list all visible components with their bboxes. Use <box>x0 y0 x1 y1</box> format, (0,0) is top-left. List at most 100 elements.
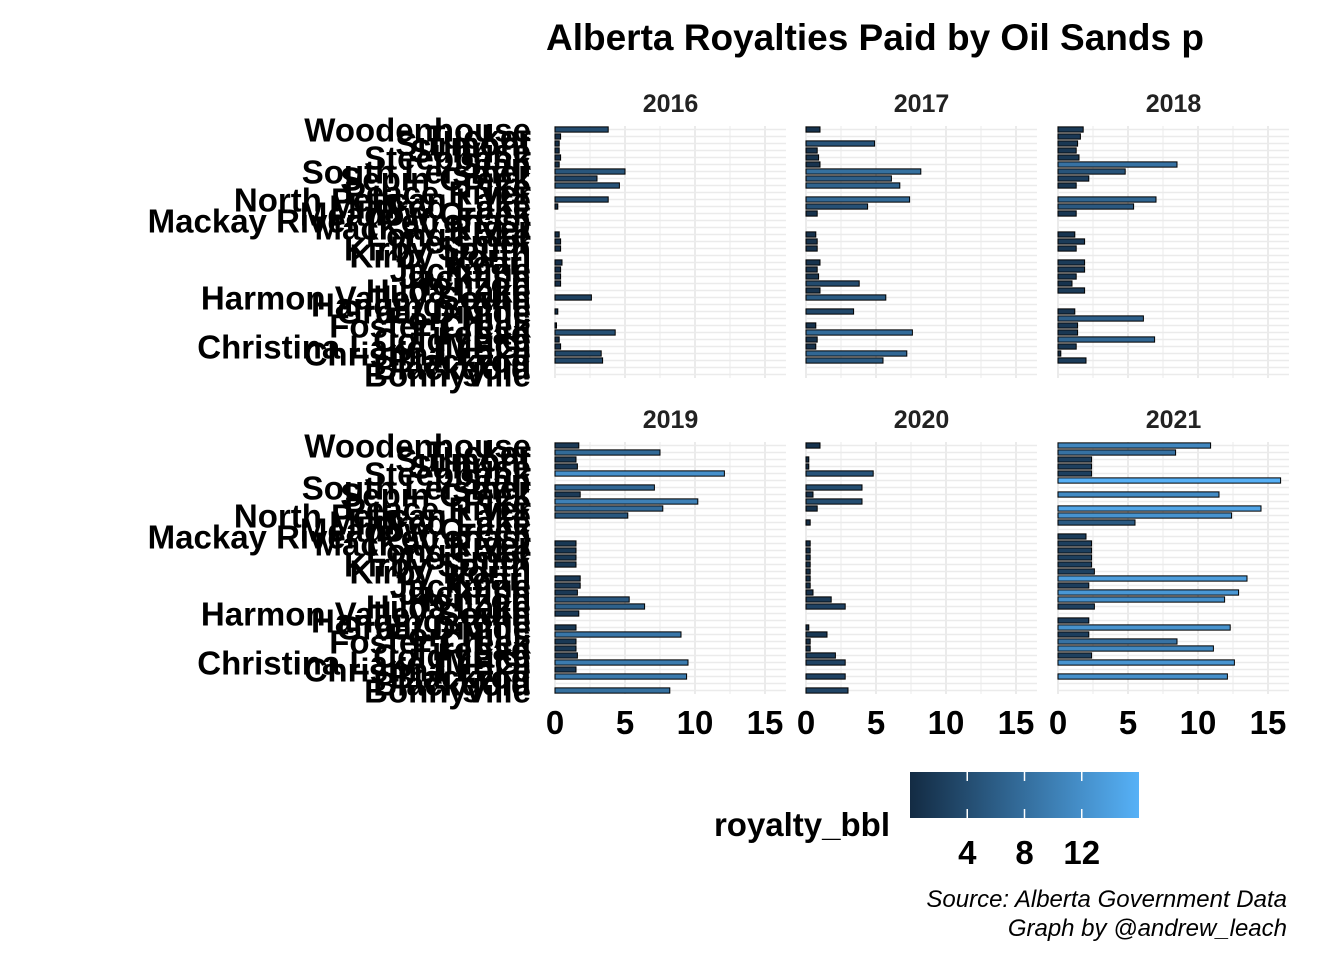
bar-woodenhouse <box>805 126 821 133</box>
y-tick-label: Hilda Lake <box>366 589 531 626</box>
y-tick-label: Peace River <box>344 491 531 528</box>
bar-great-divide <box>805 308 855 315</box>
y-tick-label: Meadow Creek <box>300 196 532 233</box>
bar-great-divide <box>1057 308 1076 315</box>
bar-south-leismer <box>554 484 655 491</box>
bar-pike <box>805 182 901 189</box>
y-tick-label: North Pelican Lake <box>234 182 531 219</box>
bar-leismer <box>805 238 818 245</box>
y-tick-label: Sunrise <box>410 449 531 486</box>
bar-pike <box>554 182 620 189</box>
y-tick-label: Foster Creek <box>329 308 531 345</box>
bar-sunrise <box>805 463 810 470</box>
y-tick-label: Tucker <box>425 119 531 156</box>
bar-foster-creek <box>1057 322 1079 329</box>
bar-cold-lake <box>554 336 560 343</box>
y-tick-label: Woodenhouse <box>304 112 531 149</box>
y-tick-label: Christina Lake (MEG) <box>197 329 531 366</box>
bar-south-leismer <box>805 168 922 175</box>
bar-surmont <box>1057 140 1079 147</box>
bar-surmont <box>554 456 577 463</box>
y-tick-label: Horizon <box>408 582 531 619</box>
y-tick-label: Sepin Creek <box>340 161 531 198</box>
y-tick-label: Mackay River (Petronas) <box>148 519 531 556</box>
bar-foster-creek <box>805 322 817 329</box>
bar-woodenhouse <box>805 442 821 449</box>
y-tick-label: Horizon <box>408 266 531 303</box>
bar-pike <box>554 498 699 505</box>
bar-peace-river <box>1057 505 1262 512</box>
bar-firebag <box>805 329 913 336</box>
bar-sepin-creek <box>554 491 581 498</box>
bar-woodenhouse <box>554 442 580 449</box>
bar-hilda-lake <box>1057 603 1095 610</box>
bar-steepbank <box>1057 154 1080 161</box>
bar-kirby-south <box>554 245 562 252</box>
bar-south-leismer <box>554 168 626 175</box>
y-tick-label: Jackpine <box>390 568 531 605</box>
y-tick-label: Fort Hills <box>388 301 531 338</box>
bar-steepbank <box>805 154 820 161</box>
y-tick-label: Firebag <box>412 315 531 352</box>
bar-woodenhouse <box>1057 126 1084 133</box>
y-tick-label: MacKay River <box>315 526 532 563</box>
bar-jackfish <box>805 589 814 596</box>
y-tick-label: North Pelican Lake <box>234 498 531 535</box>
bar-sunrise <box>1057 463 1093 470</box>
bar-steepbank <box>1057 470 1093 477</box>
x-tick-label: 5 <box>1119 704 1137 741</box>
y-tick-label: MacKay River <box>315 210 532 247</box>
bar-hangingstone <box>1057 617 1090 624</box>
bar-sunrise <box>1057 147 1077 154</box>
bar-blackrod <box>554 357 604 364</box>
bar-mildred-lake <box>554 203 559 210</box>
bar-blackrod <box>805 357 884 364</box>
bar-tucker <box>554 133 562 140</box>
y-tick-label: Christina Lake <box>304 652 531 689</box>
bar-woodenhouse <box>1057 442 1212 449</box>
bar-steepbank <box>554 154 562 161</box>
bar-bonnyville <box>554 687 671 694</box>
legend-title: royalty_bbl <box>714 806 890 843</box>
bar-kirby-north <box>1057 568 1095 575</box>
bar-blackrod <box>554 673 688 680</box>
x-tick-label: 5 <box>616 704 634 741</box>
y-tick-label: Stan <box>459 147 531 184</box>
bar-hilda-lake <box>805 287 821 294</box>
chart-title: Alberta Royalties Paid by Oil Sands p <box>546 17 1204 58</box>
bar-long-lake <box>805 547 811 554</box>
bar-north-pelican-lake <box>1057 512 1233 519</box>
bar-mackay-river-petronas- <box>1057 533 1087 540</box>
bar-sepin-creek <box>1057 175 1090 182</box>
y-tick-label: Jackpine <box>390 252 531 289</box>
bar-christina-lake-meg- <box>1057 659 1235 666</box>
bar-sunrise <box>554 463 578 470</box>
bar-north-pelican-lake <box>554 196 609 203</box>
x-tick-label: 15 <box>747 704 784 741</box>
bar-long-lake <box>554 547 577 554</box>
bar-foster-creek <box>554 322 557 329</box>
bar-long-lake <box>1057 231 1076 238</box>
bar-jackfish <box>554 273 562 280</box>
bar-hilda-lake <box>554 603 646 610</box>
bar-horizon <box>805 280 860 287</box>
y-tick-label: Harmon Valley South <box>201 596 531 633</box>
bar-fort-hills <box>1057 631 1090 638</box>
bar-firebag <box>1057 329 1079 336</box>
caption-source: Source: Alberta Government Data <box>926 886 1287 913</box>
bar-hilda-lake <box>1057 287 1086 294</box>
bar-jackpine <box>554 266 562 273</box>
bar-jackpine <box>805 266 818 273</box>
bar-fort-hills <box>1057 315 1144 322</box>
bar-christina-lake-meg- <box>805 659 846 666</box>
bar-stan <box>805 161 821 168</box>
y-tick-label: South Leismer <box>302 154 531 191</box>
x-tick-label: 10 <box>677 704 714 741</box>
y-tick-label: Mildred Lake <box>329 189 531 226</box>
bar-kearl <box>1057 575 1248 582</box>
facet-panel-2019: 2019 <box>554 406 786 694</box>
bar-firebag <box>554 329 616 336</box>
bar-harmon-valley-south <box>554 610 580 617</box>
x-tick-label: 0 <box>1049 704 1067 741</box>
